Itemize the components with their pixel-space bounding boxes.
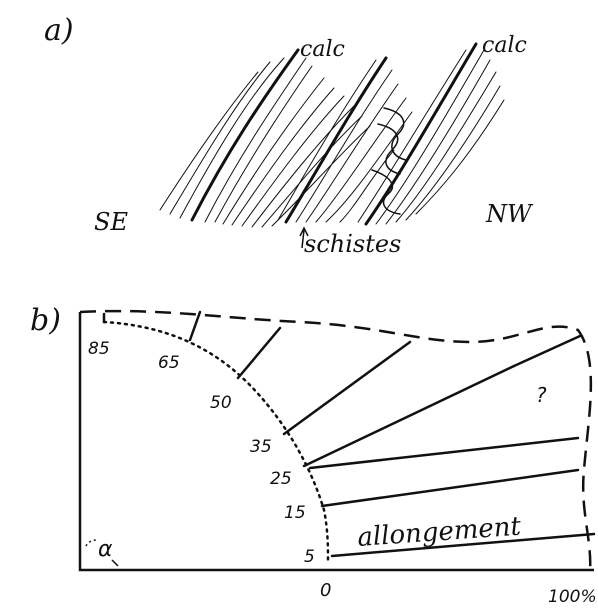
angle-line-35-hi <box>302 364 516 468</box>
se-label: SE <box>94 208 128 236</box>
angle-label-85: 85 <box>88 339 110 359</box>
calc-label-1: calc <box>300 37 345 62</box>
schist-bands <box>159 42 505 228</box>
angle-line-25 <box>308 436 580 470</box>
angle-lines <box>102 310 596 558</box>
angle-label-65: 65 <box>158 353 180 373</box>
angle-label-35: 35 <box>250 437 272 457</box>
allongement-label: allongement <box>356 512 522 553</box>
angle-line-5 <box>330 532 596 558</box>
x-tick-0: 0 <box>320 580 331 601</box>
alpha-arc <box>85 539 97 547</box>
alpha-tick <box>111 559 119 567</box>
angle-label-5: 5 <box>304 547 315 567</box>
angle-line-65 <box>188 310 202 342</box>
calc-label-2: calc <box>482 33 527 58</box>
axes <box>78 312 594 572</box>
angle-labels: 85 65 50 35 25 15 5 <box>88 339 315 567</box>
panel-b-label: b) <box>30 303 61 338</box>
angle-line-15 <box>320 468 580 508</box>
angle-label-15: 15 <box>284 503 306 523</box>
angle-line-35 <box>282 340 412 436</box>
panel-a-label: a) <box>44 13 74 48</box>
angle-label-50: 50 <box>210 393 232 413</box>
angle-line-35-tail <box>512 334 582 368</box>
x-tick-100: 100% <box>548 587 597 607</box>
axis-frame <box>78 312 594 572</box>
alpha-label: α <box>98 537 113 562</box>
angle-label-25: 25 <box>270 469 292 489</box>
dashed-envelope <box>79 309 593 571</box>
question-mark: ? <box>536 383 547 407</box>
angle-line-50 <box>236 326 282 380</box>
schistes-label: schistes <box>304 230 401 258</box>
schist-arrow <box>299 226 309 249</box>
nw-label: NW <box>485 200 534 228</box>
angle-arc <box>102 320 330 562</box>
